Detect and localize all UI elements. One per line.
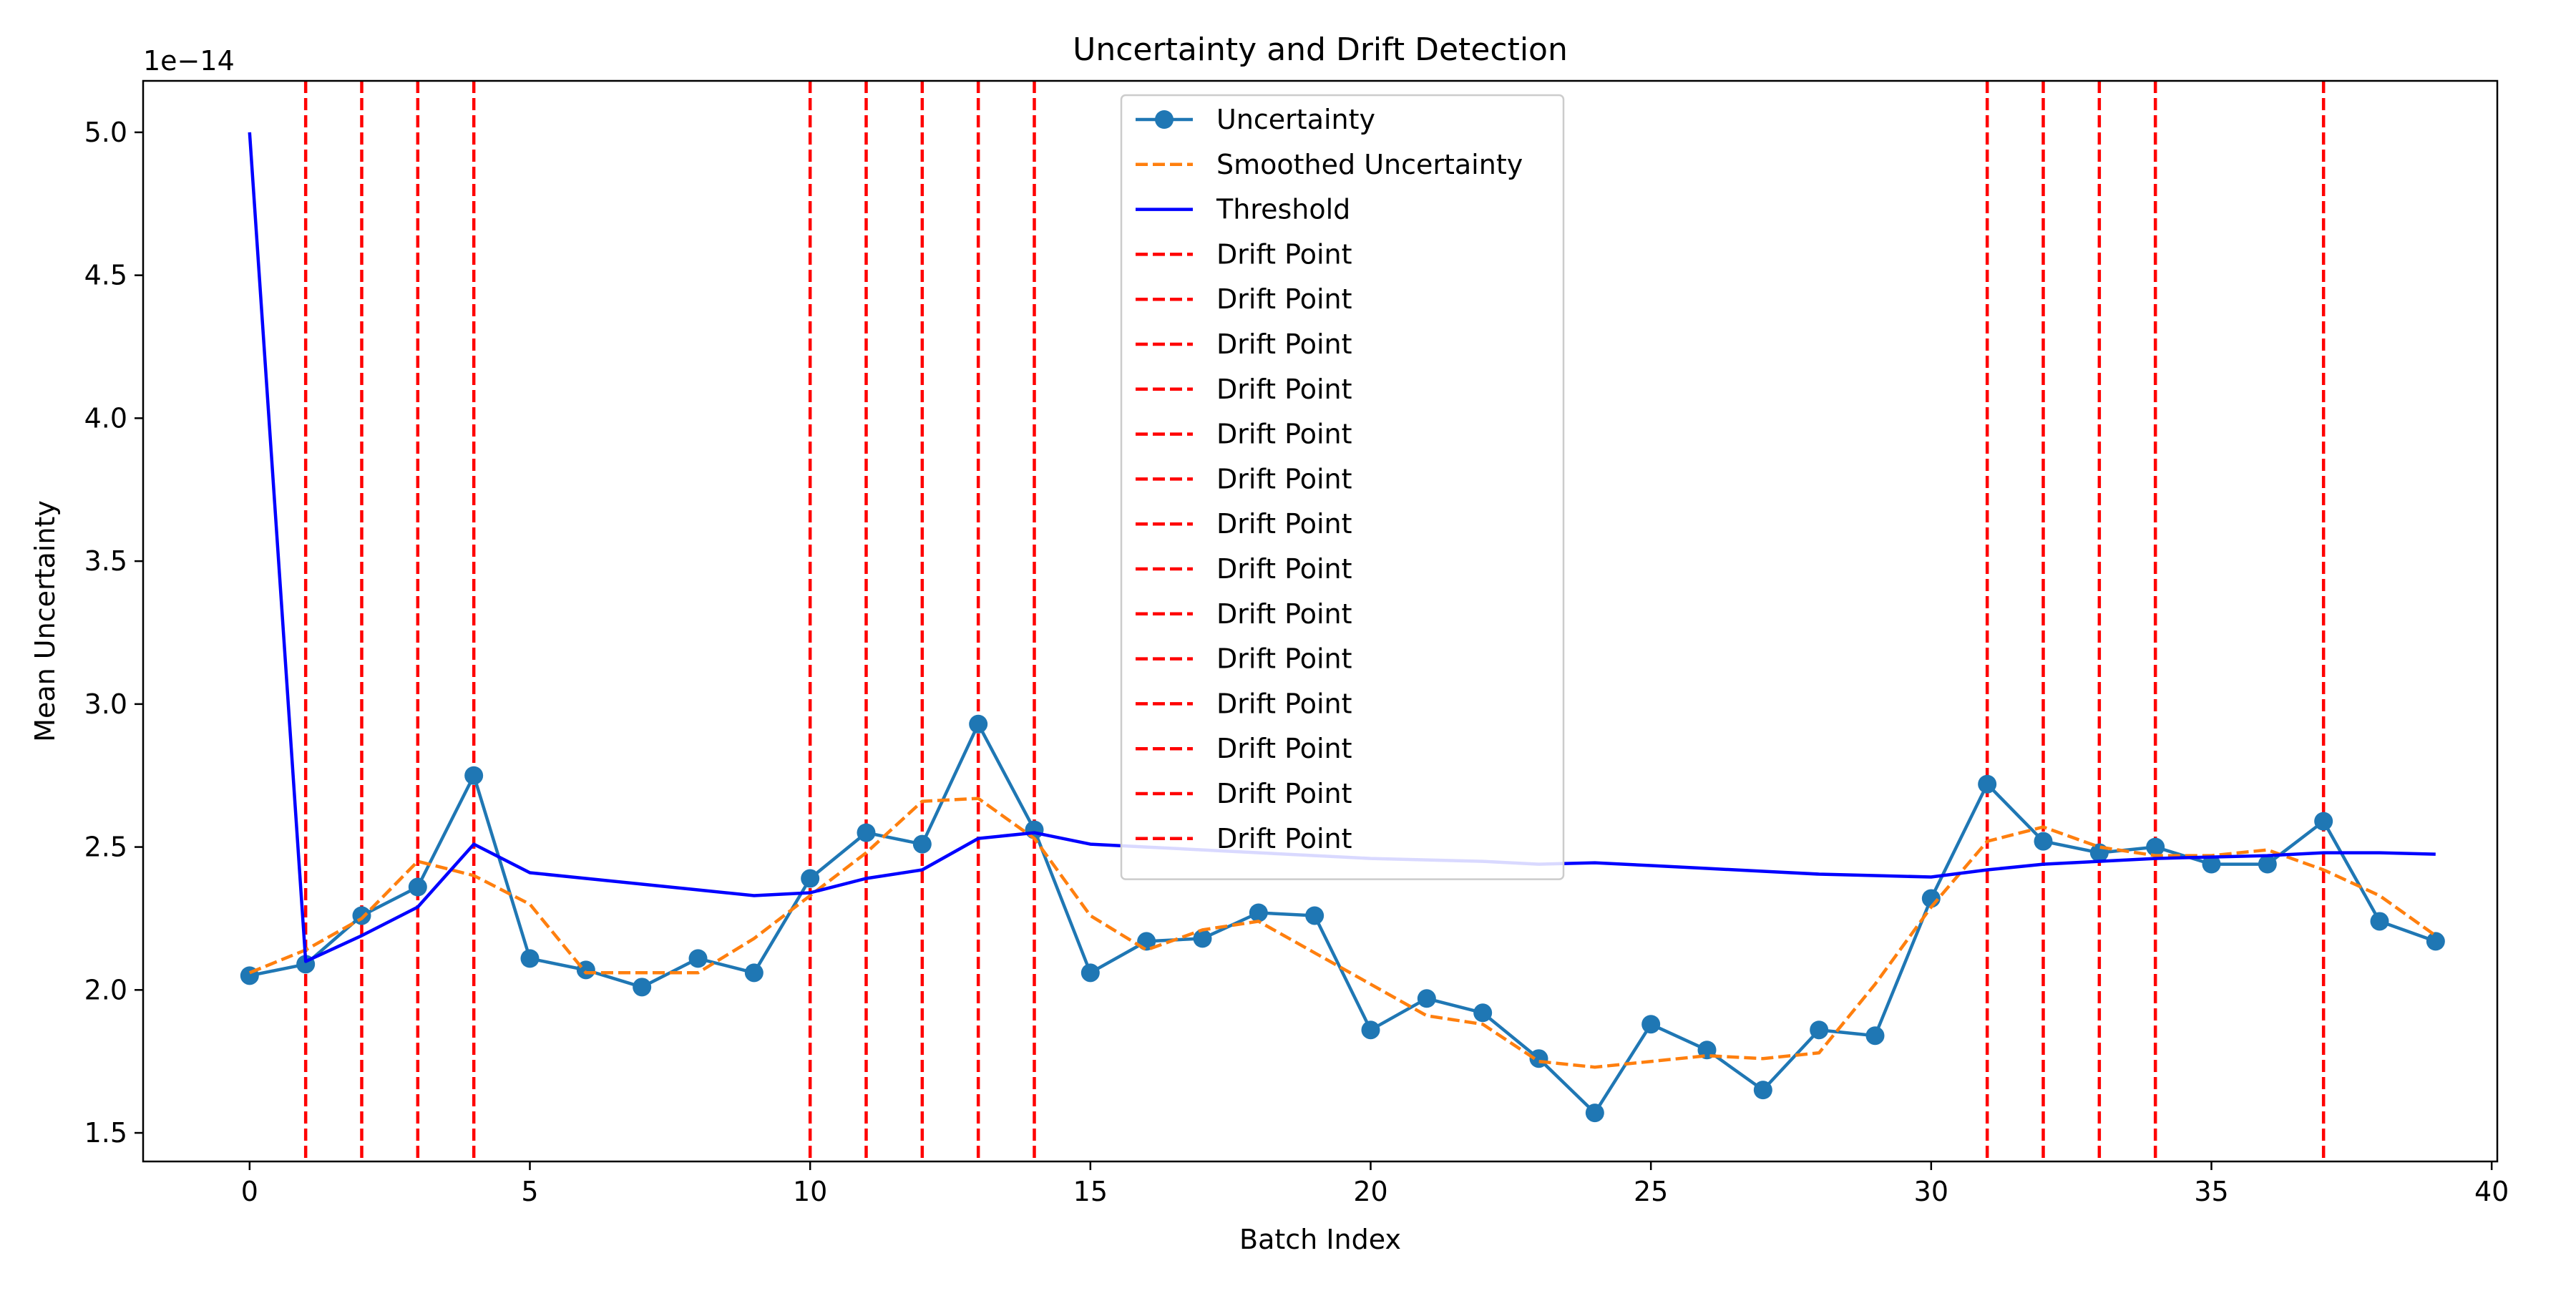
- uncertainty-marker: [1025, 820, 1044, 839]
- legend-label: Drift Point: [1216, 688, 1352, 719]
- legend-marker-uncertainty: [1155, 110, 1174, 129]
- x-tick-label: 25: [1634, 1176, 1668, 1207]
- y-tick-label: 1.5: [84, 1117, 127, 1149]
- uncertainty-line: [249, 722, 2436, 1115]
- y-tick-label: 4.5: [84, 260, 127, 291]
- y-tick-label: 4.0: [84, 402, 127, 434]
- uncertainty-marker: [1305, 906, 1324, 925]
- x-axis: 0 5 10 15 20 25 30 35 40: [241, 1161, 2509, 1207]
- legend-box: [1120, 94, 1565, 880]
- y-tick-label: 2.0: [84, 974, 127, 1005]
- x-tick-label: 5: [521, 1176, 538, 1207]
- uncertainty-marker: [1080, 963, 1100, 983]
- smoothed-uncertainty-line: [248, 796, 2437, 1069]
- uncertainty-marker: [801, 869, 820, 888]
- y-tick-label: 2.5: [84, 832, 127, 863]
- y-axis-offset-label: 1e−14: [143, 45, 235, 77]
- uncertainty-marker: [1585, 1104, 1604, 1123]
- legend-label: Drift Point: [1216, 508, 1352, 540]
- uncertainty-marker: [1417, 989, 1436, 1008]
- uncertainty-marker: [2314, 812, 2333, 831]
- uncertainty-marker: [408, 877, 427, 897]
- uncertainty-marker: [2146, 837, 2165, 857]
- y-tick-label: 3.5: [84, 545, 127, 577]
- x-tick-label: 20: [1353, 1176, 1387, 1207]
- uncertainty-marker: [1473, 1003, 1493, 1023]
- x-tick-label: 15: [1073, 1176, 1108, 1207]
- x-tick-label: 40: [2474, 1176, 2509, 1207]
- uncertainty-marker: [2034, 832, 2053, 851]
- x-tick-label: 30: [1914, 1176, 1948, 1207]
- legend-label: Drift Point: [1216, 374, 1352, 405]
- legend-label: Uncertainty: [1216, 104, 1375, 135]
- legend-label: Drift Point: [1216, 419, 1352, 450]
- legend-label: Drift Point: [1216, 553, 1352, 585]
- uncertainty-marker: [1361, 1020, 1380, 1040]
- x-tick-label: 10: [793, 1176, 827, 1207]
- y-axis: 1.5 2.0 2.5 3.0 3.5 4.0 4.5 5.0: [84, 117, 143, 1149]
- legend-label: Drift Point: [1216, 598, 1352, 630]
- uncertainty-marker: [520, 949, 540, 968]
- legend-label: Drift Point: [1216, 283, 1352, 315]
- legend-label: Drift Point: [1216, 733, 1352, 764]
- legend-label: Drift Point: [1216, 328, 1352, 360]
- legend-label: Threshold: [1216, 194, 1350, 225]
- uncertainty-marker: [912, 834, 932, 854]
- uncertainty-marker: [1810, 1020, 1829, 1040]
- y-axis-label: Mean Uncertainty: [29, 500, 61, 742]
- uncertainty-marker: [857, 823, 876, 842]
- uncertainty-marker: [688, 949, 708, 968]
- plot-frame: [142, 79, 2499, 1163]
- x-tick-label: 0: [241, 1176, 258, 1207]
- legend-label: Drift Point: [1216, 643, 1352, 675]
- uncertainty-marker: [2426, 932, 2445, 951]
- uncertainty-marker: [1753, 1081, 1772, 1100]
- uncertainty-marker: [2258, 854, 2277, 874]
- chart-title: Uncertainty and Drift Detection: [1073, 31, 1568, 68]
- uncertainty-marker: [633, 978, 652, 997]
- legend-label: Drift Point: [1216, 238, 1352, 270]
- legend-label: Drift Point: [1216, 778, 1352, 809]
- drift-lines-layer: [303, 81, 2326, 1161]
- legend: Uncertainty Smoothed Uncertainty Threshold…: [1120, 94, 1565, 880]
- uncertainty-marker: [969, 714, 988, 734]
- uncertainty-marker: [464, 766, 484, 785]
- uncertainty-marker: [2202, 854, 2221, 874]
- uncertainty-marker: [1249, 903, 1268, 922]
- uncertainty-marker: [744, 963, 763, 983]
- x-tick-label: 35: [2194, 1176, 2228, 1207]
- x-axis-label: Batch Index: [1239, 1224, 1401, 1255]
- uncertainty-marker: [352, 906, 371, 925]
- uncertainty-marker: [1978, 774, 1997, 794]
- y-tick-label: 5.0: [84, 117, 127, 148]
- legend-label: Drift Point: [1216, 823, 1352, 854]
- y-tick-label: 3.0: [84, 688, 127, 720]
- legend-label: Smoothed Uncertainty: [1216, 149, 1523, 180]
- uncertainty-marker: [1193, 929, 1212, 948]
- uncertainty-marker: [2370, 912, 2389, 931]
- uncertainty-marker: [1641, 1015, 1661, 1034]
- uncertainty-marker: [1865, 1026, 1885, 1046]
- legend-label: Drift Point: [1216, 463, 1352, 495]
